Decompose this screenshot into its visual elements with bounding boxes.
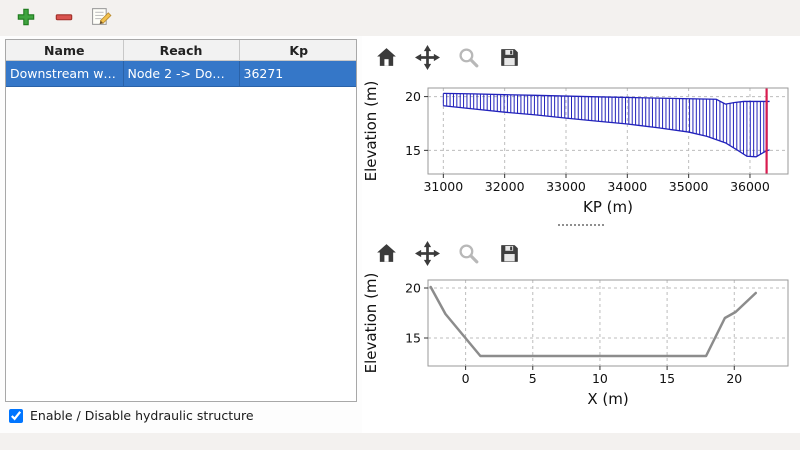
longitudinal-profile-chart[interactable]: 31000 32000 33000 34000 35000 36000 15 20 KP (m)… xyxy=(362,82,798,218)
svg-text:34000: 34000 xyxy=(607,179,647,194)
profile-home-button[interactable] xyxy=(372,44,400,72)
cross-section-chart-toolbar xyxy=(362,232,800,268)
svg-text:10: 10 xyxy=(592,371,608,386)
cell-reach: Node 2 -> Down... xyxy=(123,60,240,87)
svg-text:32000: 32000 xyxy=(485,179,525,194)
save-icon xyxy=(500,245,518,262)
svg-text:31000: 31000 xyxy=(423,179,463,194)
zoom-icon xyxy=(458,48,478,68)
cross-section-chart[interactable]: 0 5 10 15 20 15 20 X (m) Elevation (m) xyxy=(362,274,798,410)
column-header-kp[interactable]: Kp xyxy=(238,40,356,61)
enable-checkbox[interactable] xyxy=(9,408,23,423)
structures-table: Name Reach Kp Downstream weir Node 2 -> … xyxy=(6,40,356,87)
main-toolbar xyxy=(0,0,800,36)
profile-save-button[interactable] xyxy=(495,44,523,72)
svg-text:15: 15 xyxy=(405,143,421,158)
main-area: Name Reach Kp Downstream weir Node 2 -> … xyxy=(0,36,800,433)
svg-text:15: 15 xyxy=(659,371,675,386)
plus-icon xyxy=(17,8,35,26)
svg-text:35000: 35000 xyxy=(669,179,709,194)
enable-structure-row: Enable / Disable hydraulic structure xyxy=(9,408,254,423)
table-header-row: Name Reach Kp xyxy=(6,40,356,61)
cell-kp: 36271 xyxy=(239,60,356,87)
add-structure-button[interactable] xyxy=(12,4,40,32)
cell-name: Downstream weir xyxy=(6,60,124,87)
home-icon xyxy=(376,244,396,262)
section-home-button[interactable] xyxy=(372,240,400,268)
svg-text:15: 15 xyxy=(405,331,421,346)
svg-text:20: 20 xyxy=(726,371,742,386)
svg-text:33000: 33000 xyxy=(546,179,586,194)
svg-text:X (m): X (m) xyxy=(587,390,628,408)
svg-text:36000: 36000 xyxy=(730,179,770,194)
section-pan-button[interactable] xyxy=(413,240,441,268)
section-zoom-button[interactable] xyxy=(454,240,482,268)
home-icon xyxy=(376,48,396,66)
pan-icon xyxy=(414,45,440,70)
zoom-icon xyxy=(458,244,478,264)
splitter-handle-icon xyxy=(558,224,604,226)
enable-checkbox-label: Enable / Disable hydraulic structure xyxy=(30,408,254,423)
column-header-reach[interactable]: Reach xyxy=(122,40,240,61)
remove-structure-button[interactable] xyxy=(50,4,78,32)
profile-zoom-button[interactable] xyxy=(454,44,482,72)
svg-text:0: 0 xyxy=(462,371,470,386)
minus-icon xyxy=(55,14,73,21)
edit-icon xyxy=(92,8,112,25)
svg-text:Elevation (m): Elevation (m) xyxy=(362,274,380,373)
column-header-name[interactable]: Name xyxy=(6,40,124,61)
save-icon xyxy=(500,49,518,66)
structures-panel: Name Reach Kp Downstream weir Node 2 -> … xyxy=(5,39,357,402)
svg-text:KP (m): KP (m) xyxy=(583,198,633,216)
svg-text:5: 5 xyxy=(529,371,537,386)
profile-pan-button[interactable] xyxy=(413,44,441,72)
section-save-button[interactable] xyxy=(495,240,523,268)
svg-text:20: 20 xyxy=(405,281,421,296)
profile-chart-toolbar xyxy=(362,36,800,72)
edit-structure-button[interactable] xyxy=(88,4,116,32)
table-row[interactable]: Downstream weir Node 2 -> Down... 36271 xyxy=(6,60,356,87)
charts-panel: 31000 32000 33000 34000 35000 36000 15 20 KP (m)… xyxy=(362,36,800,433)
pan-icon xyxy=(414,241,440,266)
svg-text:20: 20 xyxy=(405,89,421,104)
svg-text:Elevation (m): Elevation (m) xyxy=(362,82,380,181)
chart-splitter[interactable] xyxy=(362,218,800,232)
